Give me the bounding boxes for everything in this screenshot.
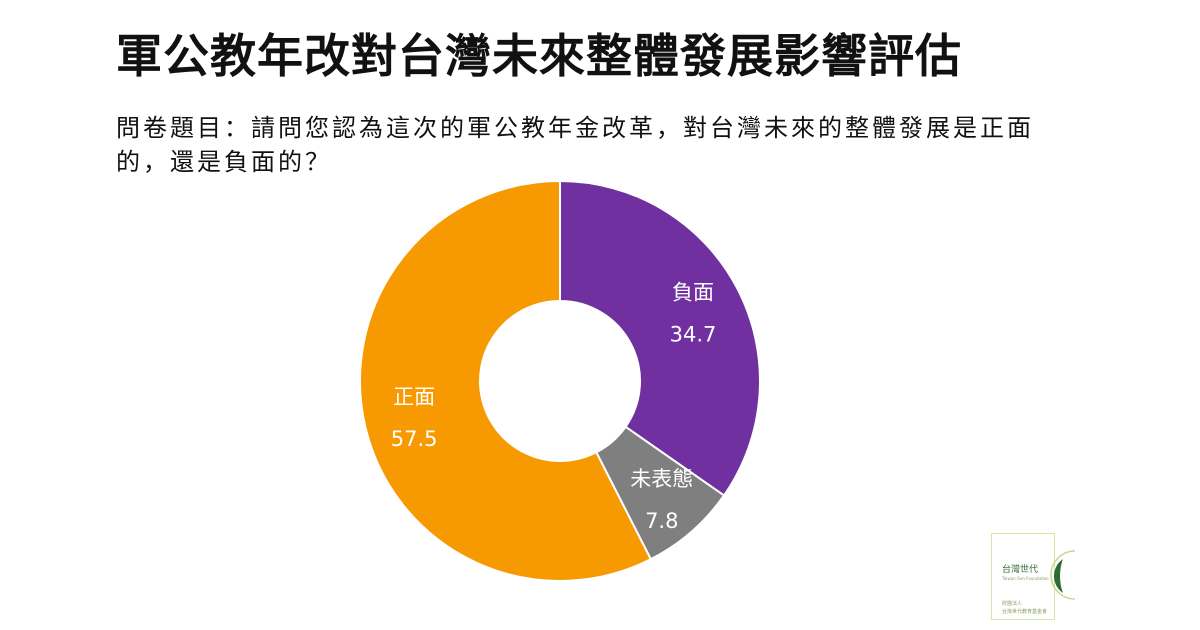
logo-card: 台灣世代 Taiwan Gen Foundation 財團法人 台灣世代教育基金…: [991, 533, 1055, 620]
logo-org-line2: 台灣世代教育基金會: [1002, 609, 1048, 615]
slice-value-1: 7.8: [645, 509, 678, 533]
slice-value-0: 34.7: [670, 323, 717, 347]
donut-slice-0: [559, 179, 761, 497]
slice-label-1: 未表態: [630, 467, 693, 491]
slice-label-2: 正面: [393, 385, 435, 409]
donut-slice-2: [359, 179, 653, 582]
slice-label-0: 負面: [672, 281, 714, 305]
chart-title: 軍公教年改對台灣未來整體發展影響評估: [116, 29, 962, 83]
donut-labels: 負面 34.7 未表態 7.8 正面 57.5: [391, 281, 717, 533]
logo-org-line1: 財團法人: [1002, 601, 1023, 607]
donut-slices: [359, 179, 761, 582]
foundation-logo: 台灣世代 Taiwan Gen Foundation 財團法人 台灣世代教育基金…: [991, 533, 1101, 620]
leaf-ring-icon: [1050, 550, 1076, 600]
survey-question: 問卷題目：請問您認為這次的軍公教年金改革，對台灣未來的整體發展是正面的，還是負面…: [116, 114, 1034, 176]
logo-subtitle: Taiwan Gen Foundation: [1002, 576, 1049, 581]
slice-value-2: 57.5: [391, 427, 438, 451]
logo-name: 台灣世代: [1002, 565, 1039, 575]
